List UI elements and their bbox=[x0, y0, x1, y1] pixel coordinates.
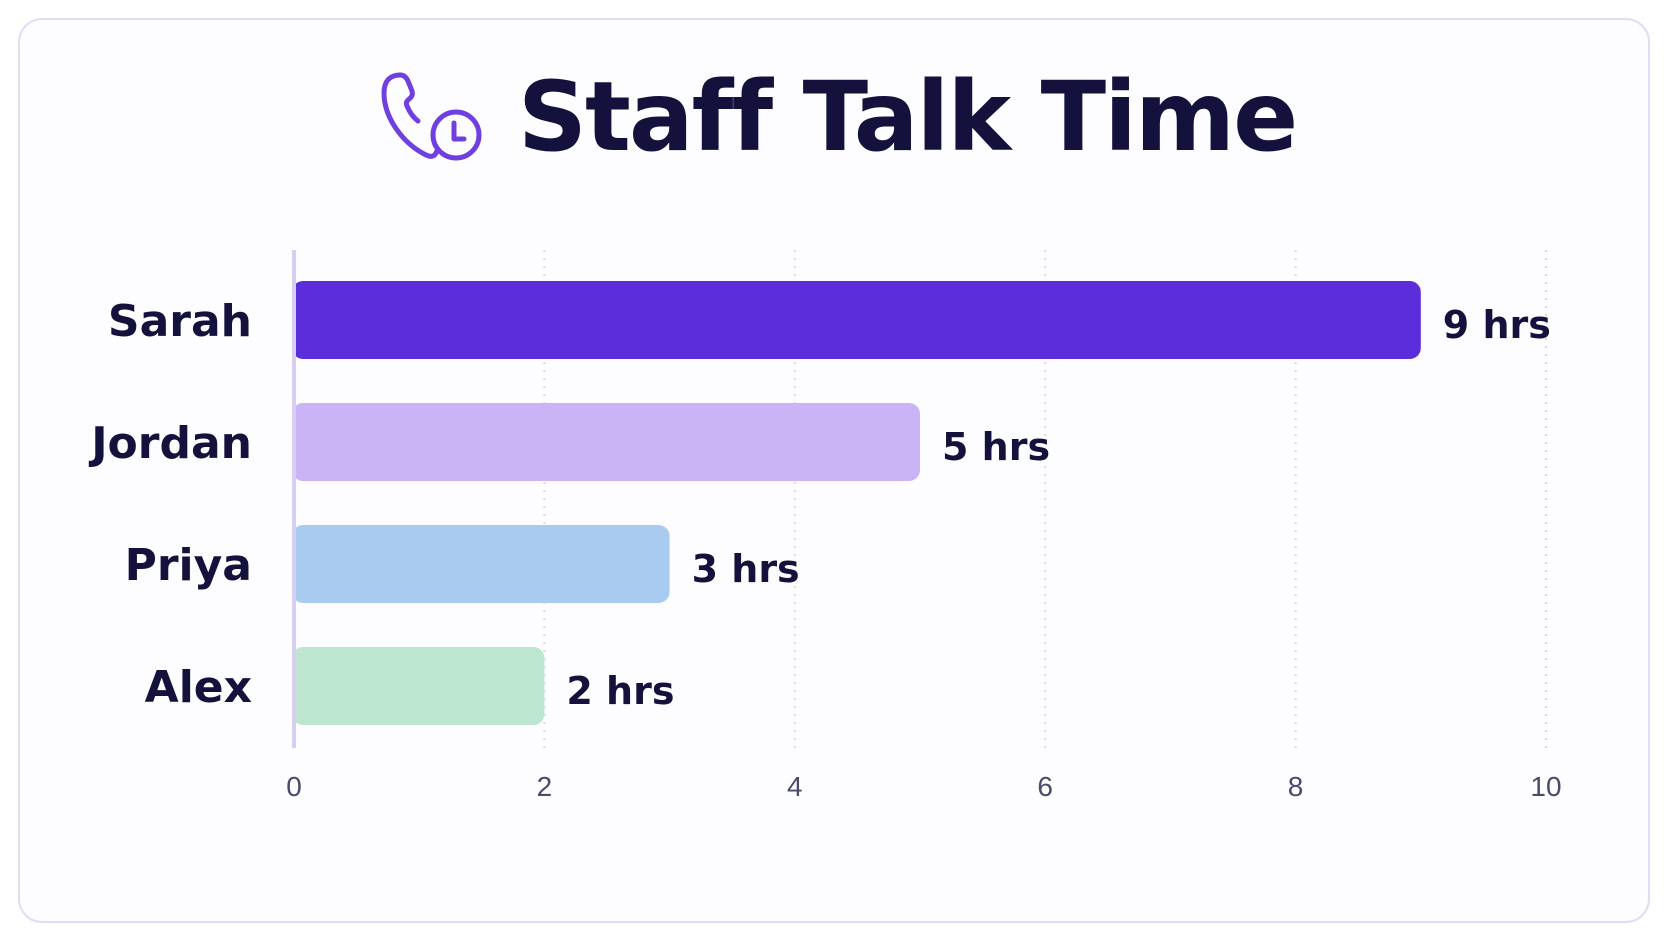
bar bbox=[292, 403, 920, 481]
data-label: 3 hrs bbox=[692, 547, 800, 591]
chart-header: Staff Talk Time bbox=[0, 62, 1672, 172]
x-tick-label: 0 bbox=[286, 771, 302, 802]
data-label: 2 hrs bbox=[566, 669, 674, 713]
bar bbox=[292, 281, 1421, 359]
bar bbox=[292, 525, 670, 603]
x-tick-label: 2 bbox=[537, 771, 553, 802]
chart-title: Staff Talk Time bbox=[517, 61, 1298, 173]
x-tick-label: 8 bbox=[1288, 771, 1304, 802]
x-tick-label: 4 bbox=[787, 771, 803, 802]
data-label: 5 hrs bbox=[942, 425, 1050, 469]
phone-clock-icon bbox=[381, 72, 482, 161]
data-label: 9 hrs bbox=[1443, 303, 1551, 347]
x-tick-label: 6 bbox=[1037, 771, 1053, 802]
bar bbox=[292, 647, 545, 725]
x-tick-label: 10 bbox=[1530, 771, 1561, 802]
category-label: Sarah bbox=[108, 296, 252, 347]
category-label: Priya bbox=[125, 540, 252, 591]
category-label: Alex bbox=[145, 662, 252, 713]
category-label: Jordan bbox=[88, 418, 252, 469]
